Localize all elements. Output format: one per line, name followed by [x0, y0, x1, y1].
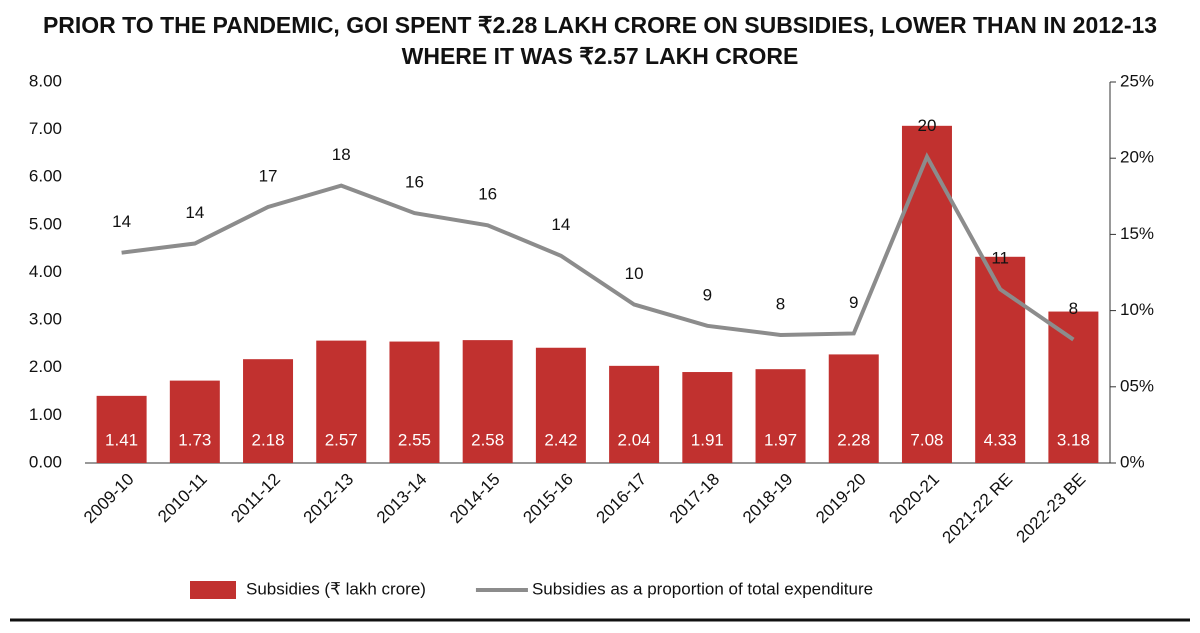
line-value-label: 14 — [551, 215, 570, 234]
x-tick-label: 2017-18 — [666, 470, 724, 528]
line-value-label: 11 — [991, 249, 1009, 268]
bar-value-label: 2.18 — [251, 430, 284, 449]
bar-value-label: 7.08 — [910, 430, 943, 449]
x-tick-label: 2011-12 — [227, 470, 284, 527]
line-value-label: 17 — [259, 166, 278, 185]
bar — [316, 340, 367, 463]
line-value-label: 14 — [185, 203, 204, 222]
bar — [682, 372, 733, 463]
bar — [609, 365, 660, 463]
x-tick-label: 2010-11 — [154, 470, 211, 527]
bar — [828, 354, 879, 463]
line-value-label: 16 — [478, 185, 497, 204]
bar-value-label: 2.28 — [837, 430, 870, 449]
bar-value-label: 3.18 — [1057, 430, 1090, 449]
bar — [96, 395, 147, 463]
line-value-label: 10 — [625, 264, 644, 283]
bar — [535, 347, 586, 463]
bar-value-label: 2.58 — [471, 430, 504, 449]
line-value-label: 9 — [849, 293, 858, 312]
line-value-label: 14 — [112, 212, 131, 231]
bar-value-label: 4.33 — [984, 430, 1017, 449]
y2-tick-label: 15% — [1120, 224, 1154, 243]
x-tick-label: 2016-17 — [593, 470, 651, 528]
x-tick-label: 2019-20 — [812, 470, 870, 528]
legend-label: Subsidies as a proportion of total expen… — [532, 579, 873, 598]
bar — [389, 341, 440, 463]
y2-tick-label: 0% — [1120, 452, 1145, 471]
line-value-label: 9 — [703, 285, 712, 304]
y2-tick-label: 25% — [1120, 71, 1154, 90]
bar-value-label: 2.57 — [325, 430, 358, 449]
y-tick-label: 4.00 — [29, 262, 62, 281]
line-value-label: 18 — [332, 145, 351, 164]
bar-value-label: 1.41 — [105, 430, 138, 449]
y2-tick-label: 05% — [1120, 376, 1154, 395]
bar — [1048, 311, 1099, 463]
y-tick-label: 0.00 — [29, 452, 62, 471]
bar-value-label: 1.97 — [764, 430, 797, 449]
legend-label: Subsidies (₹ lakh crore) — [246, 579, 426, 598]
line-value-label: 16 — [405, 173, 424, 192]
x-tick-label: 2014-15 — [446, 470, 504, 528]
bar-value-label: 2.04 — [618, 430, 651, 449]
y-tick-label: 7.00 — [29, 119, 62, 138]
bar-value-label: 1.73 — [178, 430, 211, 449]
bar-value-label: 1.91 — [691, 430, 724, 449]
y-tick-label: 5.00 — [29, 214, 62, 233]
y2-tick-label: 10% — [1120, 300, 1154, 319]
line — [121, 152, 1075, 342]
bar-value-label: 2.42 — [544, 430, 577, 449]
x-tick-label: 2015-16 — [519, 470, 577, 528]
y2-tick-label: 20% — [1120, 148, 1154, 167]
line-value-label: 8 — [1069, 299, 1078, 318]
legend-swatch — [190, 581, 236, 599]
bar — [462, 340, 513, 463]
bar-value-label: 2.55 — [398, 430, 431, 449]
x-tick-label: 2022-23 BE — [1012, 470, 1089, 547]
chart-title: PRIOR TO THE PANDEMIC, GOI SPENT ₹2.28 L… — [42, 12, 1158, 69]
y-tick-label: 8.00 — [29, 71, 62, 90]
x-tick-label: 2020-21 — [885, 470, 943, 528]
bar — [169, 380, 220, 463]
x-tick-label: 2018-19 — [739, 470, 797, 528]
x-tick-label: 2021-22 RE — [939, 470, 1017, 548]
line-value-label: 20 — [918, 116, 937, 135]
x-tick-label: 2009-10 — [80, 470, 138, 528]
bar — [901, 125, 952, 463]
x-tick-label: 2012-13 — [300, 470, 358, 528]
bar — [243, 359, 294, 463]
y-tick-label: 6.00 — [29, 167, 62, 186]
y-tick-label: 2.00 — [29, 357, 62, 376]
bar — [755, 369, 806, 463]
y-tick-label: 3.00 — [29, 310, 62, 329]
x-tick-label: 2013-14 — [373, 470, 431, 528]
y-tick-label: 1.00 — [29, 405, 62, 424]
line-value-label: 8 — [776, 294, 785, 313]
